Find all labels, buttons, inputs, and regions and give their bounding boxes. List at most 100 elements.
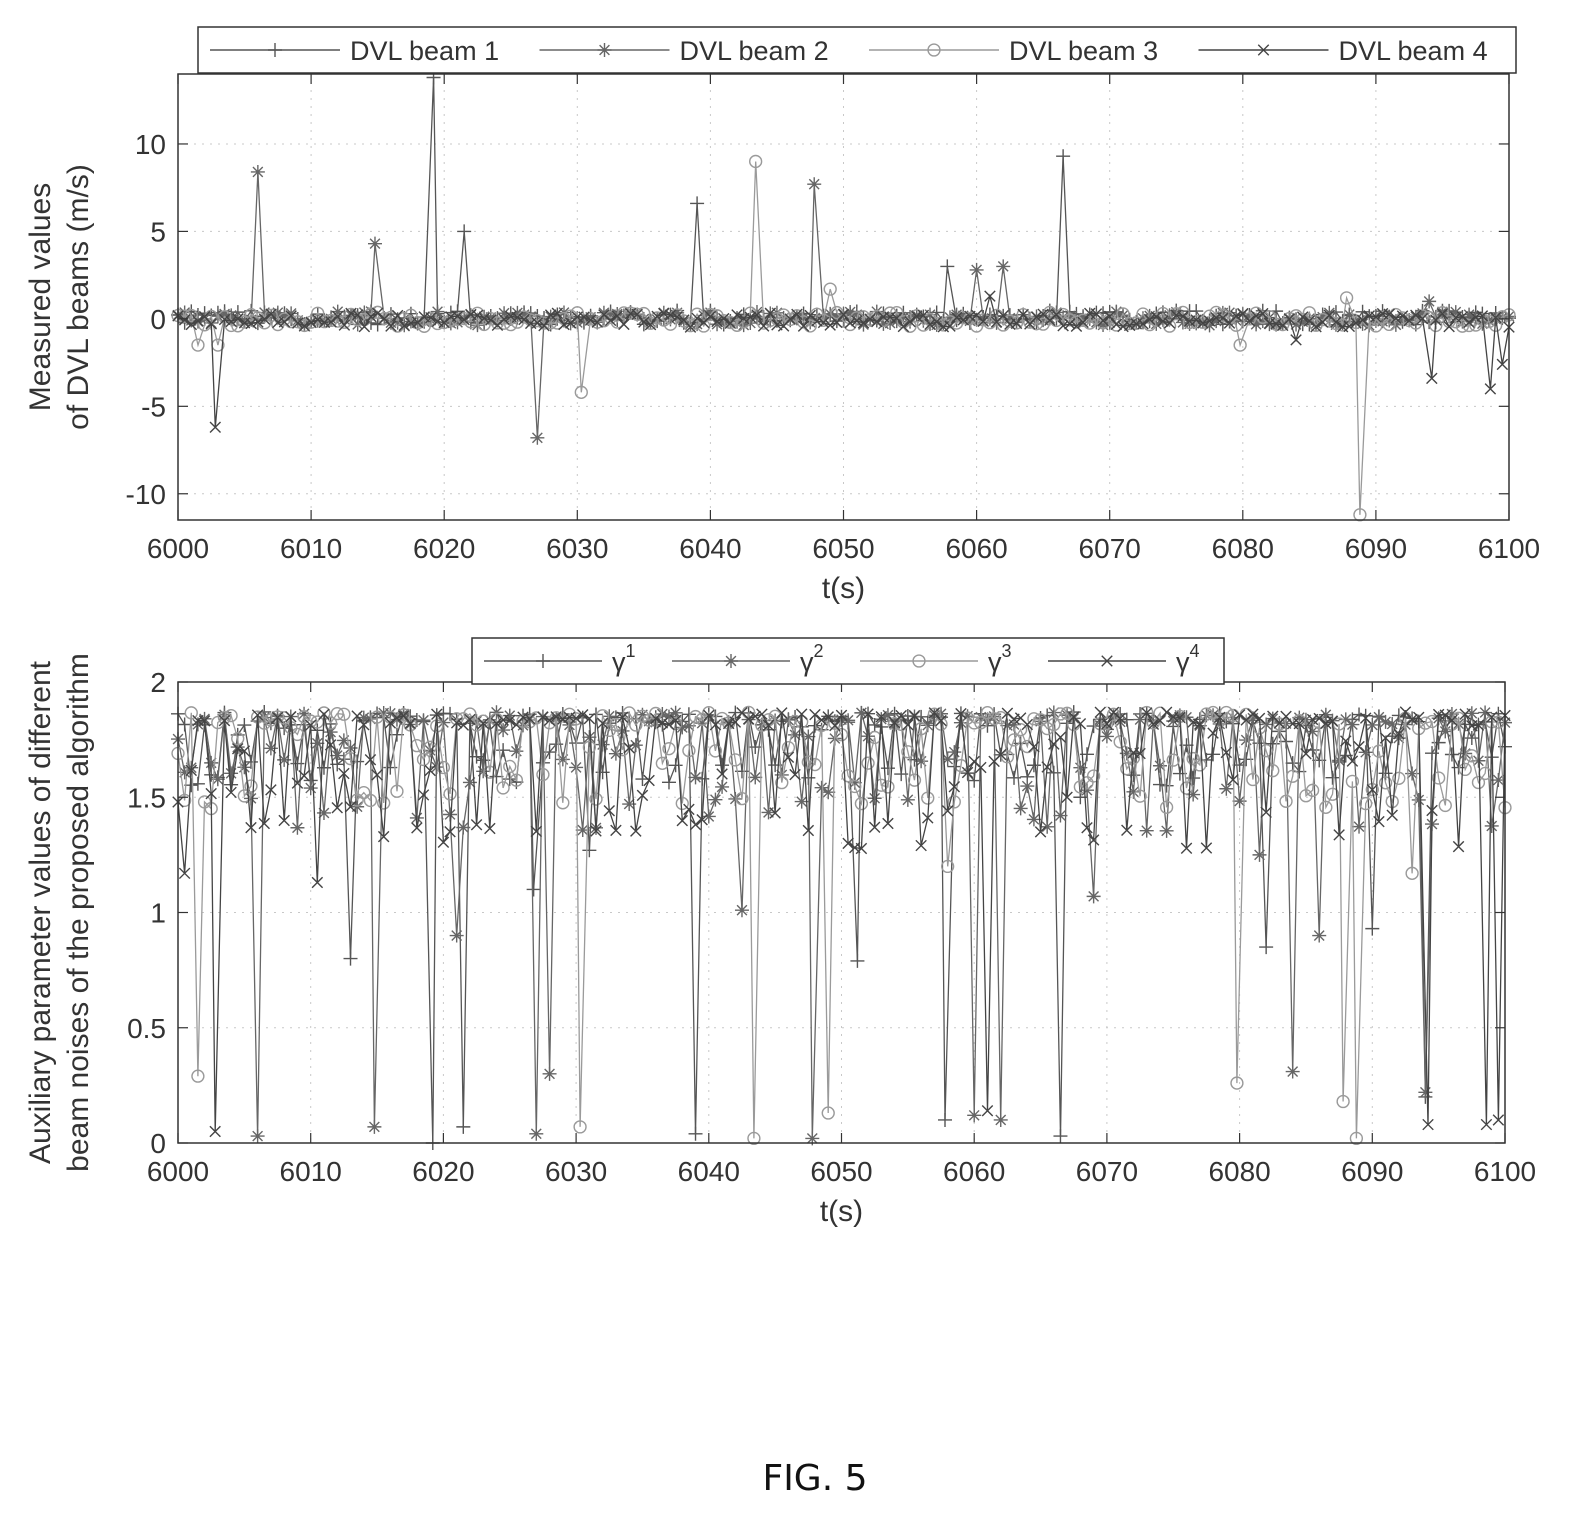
marker-x bbox=[1187, 716, 1199, 728]
marker-circle bbox=[775, 775, 789, 790]
x-tick-label: 6080 bbox=[1208, 1156, 1270, 1187]
marker-circle bbox=[503, 759, 517, 774]
marker-x bbox=[298, 320, 311, 332]
marker-star bbox=[337, 312, 352, 327]
marker-plus bbox=[850, 953, 865, 968]
marker-x bbox=[1406, 713, 1418, 726]
marker-x bbox=[789, 768, 801, 781]
x-tick-label: 6090 bbox=[1341, 1156, 1403, 1187]
marker-circle bbox=[821, 1106, 835, 1120]
marker-star bbox=[1159, 823, 1174, 838]
marker-star bbox=[730, 314, 745, 329]
marker-circle bbox=[921, 791, 935, 805]
marker-star bbox=[1378, 714, 1393, 729]
marker-circle bbox=[1259, 744, 1273, 758]
marker-x bbox=[365, 310, 377, 323]
marker-circle bbox=[883, 306, 897, 320]
marker-star bbox=[736, 318, 751, 333]
marker-plus bbox=[542, 745, 557, 760]
marker-circle bbox=[743, 306, 757, 320]
marker-circle bbox=[749, 154, 763, 169]
marker-x bbox=[271, 711, 284, 724]
series-3 bbox=[171, 705, 1512, 1146]
marker-x bbox=[1366, 783, 1379, 796]
series-group bbox=[171, 70, 1516, 522]
marker-plus bbox=[268, 43, 282, 57]
marker-x bbox=[411, 316, 424, 329]
marker-x bbox=[384, 717, 397, 729]
marker-x bbox=[1050, 308, 1063, 321]
x-tick-label: 6010 bbox=[280, 533, 342, 564]
marker-star bbox=[462, 775, 477, 790]
marker-circle bbox=[297, 710, 311, 724]
marker-star bbox=[1033, 714, 1048, 729]
marker-circle bbox=[562, 707, 577, 721]
marker-x bbox=[1114, 712, 1126, 725]
marker-circle bbox=[828, 716, 842, 730]
marker-circle bbox=[703, 307, 718, 322]
marker-x bbox=[955, 707, 967, 720]
marker-star bbox=[616, 308, 631, 323]
marker-star bbox=[690, 317, 705, 332]
marker-star bbox=[450, 315, 465, 330]
marker-star bbox=[423, 743, 438, 758]
marker-x bbox=[1177, 310, 1189, 323]
marker-star bbox=[297, 706, 312, 721]
marker-plus bbox=[1056, 149, 1071, 164]
marker-circle bbox=[264, 308, 278, 322]
marker-star bbox=[716, 315, 731, 330]
marker-x bbox=[1463, 316, 1475, 329]
marker-star bbox=[1345, 717, 1360, 732]
marker-x bbox=[689, 818, 702, 831]
marker-star bbox=[1022, 313, 1037, 328]
marker-star bbox=[1119, 746, 1134, 761]
marker-x bbox=[292, 317, 304, 329]
marker-star bbox=[1212, 716, 1227, 731]
marker-x bbox=[977, 315, 989, 328]
marker-star bbox=[1133, 712, 1148, 727]
marker-x bbox=[797, 320, 810, 332]
marker-x bbox=[649, 712, 662, 725]
marker-x bbox=[1147, 718, 1160, 730]
marker-circle bbox=[1156, 306, 1170, 321]
marker-x bbox=[543, 714, 556, 727]
marker-plus bbox=[502, 772, 517, 787]
marker-circle bbox=[1080, 776, 1094, 790]
marker-star bbox=[575, 823, 590, 838]
y-axis-label-line: of DVL beams (m/s) bbox=[62, 164, 95, 430]
marker-x bbox=[245, 317, 257, 330]
marker-x bbox=[908, 709, 921, 722]
marker-circle bbox=[801, 755, 815, 769]
marker-circle bbox=[912, 654, 926, 668]
marker-circle bbox=[1000, 750, 1015, 764]
marker-star bbox=[184, 313, 199, 328]
marker-x bbox=[312, 314, 324, 326]
marker-star bbox=[1309, 316, 1324, 331]
marker-x bbox=[1257, 307, 1269, 320]
marker-circle bbox=[1086, 769, 1101, 783]
marker-star bbox=[1086, 889, 1101, 904]
marker-circle bbox=[1339, 291, 1354, 305]
marker-x bbox=[450, 717, 463, 729]
marker-plus bbox=[535, 755, 550, 770]
marker-x bbox=[451, 310, 464, 322]
marker-x bbox=[864, 313, 876, 325]
marker-x bbox=[1484, 383, 1497, 395]
marker-star bbox=[290, 313, 305, 328]
marker-x bbox=[1383, 308, 1395, 321]
marker-star bbox=[1116, 308, 1131, 323]
marker-x bbox=[1290, 334, 1302, 346]
marker-x bbox=[232, 312, 244, 325]
marker-star bbox=[681, 718, 696, 733]
marker-star bbox=[715, 779, 730, 794]
marker-x bbox=[576, 709, 589, 721]
marker-plus bbox=[1285, 756, 1300, 771]
marker-star bbox=[1471, 753, 1486, 768]
x-tick-label: 6060 bbox=[943, 1156, 1005, 1187]
marker-circle bbox=[1060, 706, 1074, 720]
marker-star bbox=[582, 730, 597, 745]
marker-x bbox=[458, 313, 470, 326]
marker-star bbox=[668, 705, 683, 720]
marker-star bbox=[962, 313, 977, 328]
marker-x bbox=[915, 839, 927, 852]
